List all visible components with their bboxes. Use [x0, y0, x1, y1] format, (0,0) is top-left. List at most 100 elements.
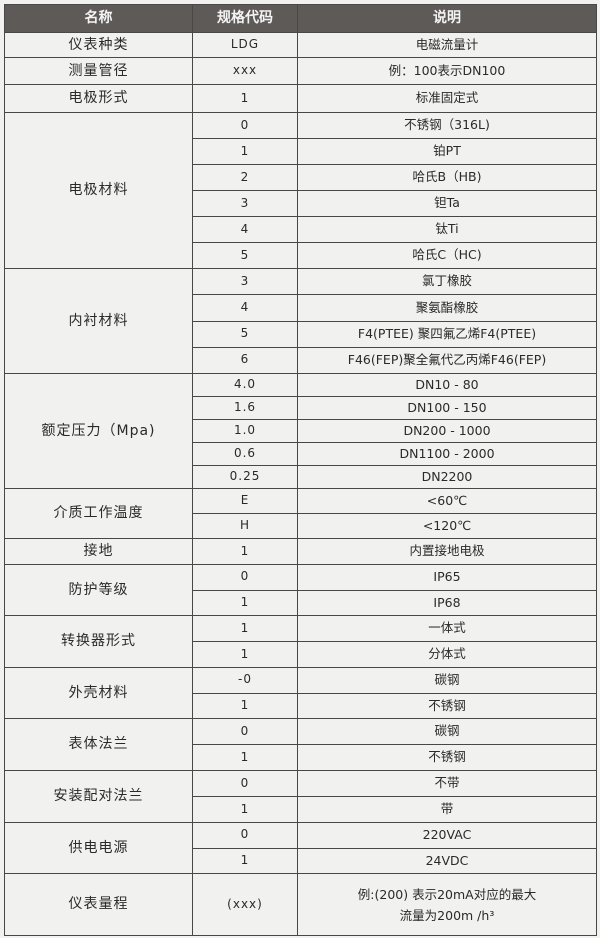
spec-code: 0 — [192, 718, 298, 745]
table-row: 2 哈氏B（HB) — [5, 164, 597, 191]
table-row: H <120℃ — [5, 513, 597, 539]
spec-description: <120℃ — [297, 513, 597, 539]
spec-code: 0.6 — [192, 442, 298, 466]
table-row: 转换器形式 1 一体式 — [4, 615, 597, 668]
spec-description: IP68 — [297, 589, 597, 616]
spec-description: 一体式 — [297, 615, 597, 642]
spec-code: (xxx) — [192, 873, 298, 936]
table-row: 外壳材料 -0 碳钢 — [4, 667, 597, 719]
spec-code: xxx — [192, 57, 298, 85]
spec-code: 1 — [192, 692, 298, 719]
spec-description: DN100 - 150 — [297, 396, 597, 420]
header-code: 规格代码 — [192, 4, 298, 33]
spec-code: 4.0 — [192, 373, 298, 397]
spec-code: LDG — [192, 32, 298, 58]
spec-code: 1.6 — [192, 396, 298, 420]
table-row: 5 哈氏C（HC) — [5, 242, 597, 269]
table-row: 0.6 DN1100 - 2000 — [5, 442, 597, 466]
header-name: 名称 — [4, 4, 193, 33]
spec-description: 例:(200) 表示20mA对应的最大 流量为200m /h³ — [297, 873, 597, 936]
spec-name: 外壳材料 — [4, 667, 193, 719]
spec-name: 仪表量程 — [4, 873, 193, 936]
spec-description: DN10 - 80 — [297, 373, 597, 397]
table-row: 安装配对法兰 0 不带 — [4, 770, 597, 823]
spec-code: 0 — [192, 564, 298, 591]
spec-description: 不锈钢 — [297, 692, 597, 719]
spec-code: -0 — [192, 667, 298, 694]
table-row: 3 钽Ta — [5, 190, 597, 217]
table-row: 供电电源 0 220VAC — [4, 822, 597, 874]
spec-code: 4 — [192, 294, 298, 322]
spec-name: 表体法兰 — [4, 718, 193, 771]
spec-name: 安装配对法兰 — [4, 770, 193, 823]
table-row: 仪表量程 (xxx) 例:(200) 表示20mA对应的最大 流量为200m /h³ — [4, 873, 597, 936]
spec-name: 电极形式 — [4, 84, 193, 113]
table-body: 仪表种类 LDG 电磁流量计 测量管径 xxx 例：100表示DN100 电极形式 1 标准固定… — [4, 32, 597, 936]
spec-name: 接地 — [4, 538, 193, 565]
table-row: 内衬材料 3 氯丁橡胶 — [4, 267, 597, 374]
spec-code: 0 — [192, 770, 298, 797]
spec-description: DN200 - 1000 — [297, 419, 597, 443]
table-row: 防护等级 0 IP65 — [4, 564, 597, 616]
spec-code: 0 — [192, 822, 298, 849]
description-line: 例:(200) 表示20mA对应的最大 — [357, 886, 537, 902]
table-row: 介质工作温度 E <60℃ — [4, 488, 597, 539]
table-row: 5 F4(PTEE) 聚四氟乙烯F4(PTEE) — [5, 320, 597, 348]
spec-description: 不锈钢（316L) — [297, 112, 597, 139]
spec-code: 1 — [192, 538, 298, 565]
spec-code: 3 — [192, 267, 298, 296]
spec-description: 钽Ta — [297, 190, 597, 217]
spec-name: 测量管径 — [4, 57, 193, 85]
spec-name: 转换器形式 — [4, 615, 193, 668]
spec-code: 5 — [192, 320, 298, 348]
spec-name: 电极材料 — [4, 112, 193, 269]
table-row: 1.0 DN200 - 1000 — [5, 419, 597, 443]
spec-description: 不带 — [297, 770, 597, 797]
spec-description: DN1100 - 2000 — [297, 442, 597, 466]
spec-description: 电磁流量计 — [297, 32, 597, 58]
spec-code: 1.0 — [192, 419, 298, 443]
table-row: 电极形式 1 标准固定式 — [4, 84, 597, 113]
spec-description: 内置接地电极 — [297, 538, 597, 565]
spec-description: F46(FEP)聚全氟代乙丙烯F46(FEP) — [297, 346, 597, 375]
table-row: 4 钛Ti — [5, 216, 597, 243]
spec-code: 1 — [192, 138, 298, 165]
table-row: 电极材料 0 不锈钢（316L) — [4, 112, 597, 269]
table-row: 1 不锈钢 — [5, 744, 597, 771]
spec-code: E — [192, 488, 298, 514]
spec-description: 24VDC — [297, 847, 597, 874]
spec-code: 1 — [192, 589, 298, 616]
spec-code: 1 — [192, 744, 298, 771]
table-row: 0.25 DN2200 — [5, 465, 597, 489]
spec-code: 1 — [192, 847, 298, 874]
spec-description: 碳钢 — [297, 718, 597, 745]
spec-description: 铂PT — [297, 138, 597, 165]
spec-code: 1 — [192, 84, 298, 113]
table-row: 1 24VDC — [5, 847, 597, 874]
spec-name: 额定压力（Mpa) — [4, 373, 193, 489]
spec-code: 4 — [192, 216, 298, 243]
spec-name: 仪表种类 — [4, 32, 193, 58]
spec-code: 6 — [192, 346, 298, 375]
table-row: 表体法兰 0 碳钢 — [4, 718, 597, 771]
table-row: 额定压力（Mpa) 4.0 DN10 - 80 — [4, 373, 597, 489]
header-desc: 说明 — [297, 4, 597, 33]
spec-description: F4(PTEE) 聚四氟乙烯F4(PTEE) — [297, 320, 597, 348]
spec-description: DN2200 — [297, 465, 597, 489]
spec-description: 分体式 — [297, 641, 597, 668]
table-row: 仪表种类 LDG 电磁流量计 — [4, 32, 597, 58]
spec-name: 防护等级 — [4, 564, 193, 616]
spec-description: 氯丁橡胶 — [297, 267, 597, 296]
spec-description: 例：100表示DN100 — [297, 57, 597, 85]
spec-description: 220VAC — [297, 822, 597, 849]
spec-description: 标准固定式 — [297, 84, 597, 113]
table-row: 4 聚氨酯橡胶 — [5, 294, 597, 322]
table-row: 测量管径 xxx 例：100表示DN100 — [4, 57, 597, 85]
spec-description: IP65 — [297, 564, 597, 591]
description-line: 流量为200m /h³ — [399, 907, 495, 923]
table-row: 接地 1 内置接地电极 — [4, 538, 597, 565]
spec-code: 1 — [192, 615, 298, 642]
spec-name: 介质工作温度 — [4, 488, 193, 539]
header-row: 名称 规格代码 说明 — [4, 4, 597, 33]
spec-name: 内衬材料 — [4, 268, 193, 374]
